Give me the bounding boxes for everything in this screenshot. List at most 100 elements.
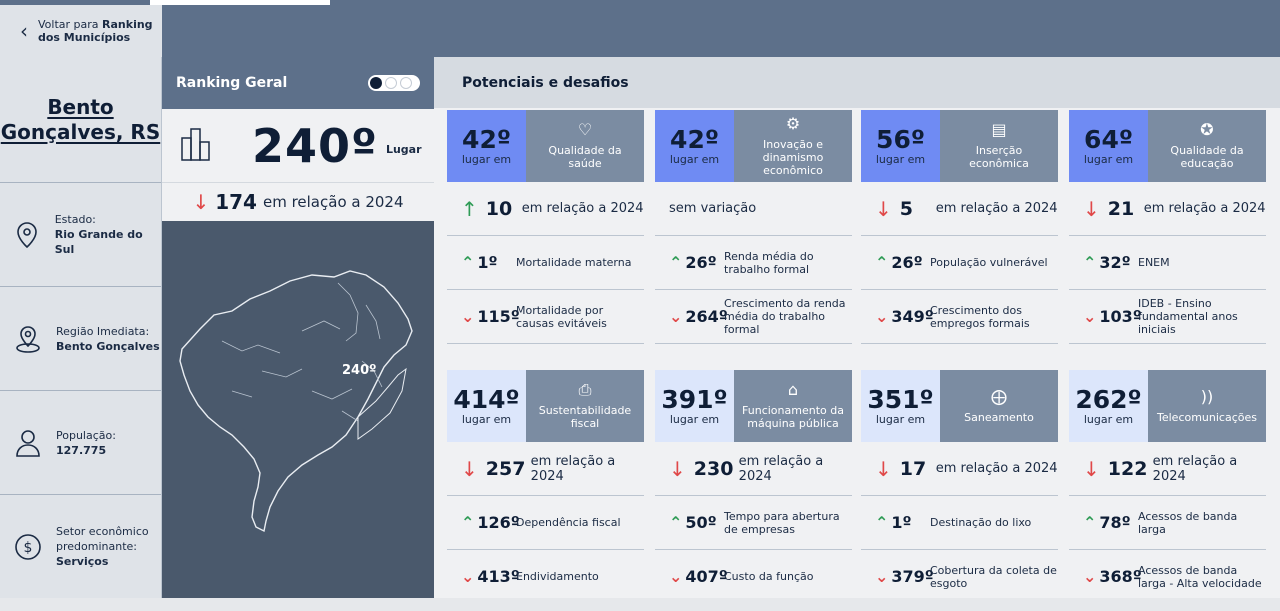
category-card[interactable]: 391º lugar em ⌂ Funcionamento da máquina pú… [655, 370, 852, 604]
chevron-down-icon: ⌄ [875, 567, 889, 586]
bottom-strip [0, 598, 1280, 611]
variation-value: 122 [1107, 457, 1148, 480]
indicator-position: 115º [477, 307, 520, 326]
municipality-sidebar: Bento Gonçalves, RS Estado: Rio Grande do… [0, 57, 162, 599]
category-card[interactable]: 42º lugar em ♡ Qualidade da saúde ↑ 10 em rela… [447, 110, 644, 344]
indicator-label: ENEM [1138, 256, 1170, 269]
indicator-label: Crescimento dos empregos formais [930, 303, 1030, 330]
chevron-down-icon: ⌄ [461, 307, 475, 326]
rank-label: lugar em [669, 412, 720, 426]
arrow-down-icon: ↓ [669, 456, 686, 481]
category-label-box: ⌂ Funcionamento da máquina pública [734, 370, 852, 442]
chevron-up-icon: ⌃ [875, 513, 889, 532]
top-tab-strip [0, 0, 1280, 5]
svg-text:$: $ [24, 540, 33, 556]
variation-text: em relação a 2024 [935, 461, 1058, 476]
sidebar-item-region: Região Imediata: Bento Gonçalves [0, 287, 161, 391]
chevron-up-icon: ⌃ [461, 253, 475, 272]
indicator-position: 126º [477, 513, 520, 532]
indicator-row: ⌃ 50º Tempo para abertura de empresas [655, 496, 852, 550]
category-name: Telecomunicações [1157, 410, 1257, 424]
region-label: Região Imediata: [56, 324, 150, 338]
ranking-position-box: 240º Lugar [162, 109, 434, 183]
rank-value: 56º [876, 124, 925, 154]
indicator-position: 407º [685, 567, 728, 586]
indicator-position: 349º [891, 307, 934, 326]
city-name: Bento Gonçalves, RS [0, 57, 161, 183]
category-card[interactable]: 64º lugar em ✪ Qualidade da educação ↓ 21 em r… [1069, 110, 1266, 344]
rank-value: 414º [453, 384, 520, 414]
indicator-row: ⌄ 379º Cobertura da coleta de esgoto [861, 550, 1058, 604]
variation-row: ↓ 230 em relação a 2024 [655, 442, 852, 496]
indicator-row: ⌄ 103º IDEB - Ensino fundamental anos inic… [1069, 290, 1266, 344]
sidebar-item-population: População: 127.775 [0, 391, 161, 495]
ranking-position: 240º [252, 118, 378, 173]
arrow-down-icon: ↓ [1083, 196, 1100, 221]
region-value: Bento Gonçalves [56, 339, 160, 353]
category-rank: 414º lugar em [447, 370, 526, 442]
arrow-down-icon: ↓ [461, 456, 478, 481]
variation-text: sem variação [669, 201, 757, 216]
indicator-position: 50º [685, 513, 717, 532]
rank-label: lugar em [875, 152, 926, 166]
rank-label: lugar em [1083, 152, 1134, 166]
signal-icon: )) [1200, 386, 1214, 406]
sector-value: Serviços [56, 555, 109, 568]
indicator-label: Dependência fiscal [516, 516, 621, 529]
indicator-label: Tempo para abertura de empresas [724, 509, 840, 536]
back-to-ranking-button[interactable]: ‹ Voltar para Ranking dos Municípios [0, 5, 162, 57]
category-card[interactable]: 262º lugar em)) Telecomunicações ↓ 122 em rel… [1069, 370, 1266, 604]
category-card[interactable]: 56º lugar em ▤ Inserção econômica ↓ 5 em relaç… [861, 110, 1058, 344]
indicator-label: IDEB - Ensino fundamental anos iniciais [1138, 297, 1238, 336]
toggle-dot [385, 77, 397, 89]
indicator-row: ⌃ 1º Destinação do lixo [861, 496, 1058, 550]
document-icon: ⎙ [578, 380, 592, 399]
category-label-box: ♡ Qualidade da saúde [526, 110, 644, 182]
chevron-up-icon: ⌃ [1083, 513, 1097, 532]
population-label: População: [56, 428, 116, 442]
category-rank: 351º lugar em [861, 370, 940, 442]
arrow-down-icon: ↓ [875, 456, 892, 481]
view-toggle[interactable] [368, 75, 420, 91]
category-name: Inovação e dinamismo econômico [762, 137, 824, 177]
category-name: Sustentabilidade fiscal [538, 404, 632, 430]
variation-row: ↑ 10 em relação a 2024 [447, 182, 644, 236]
category-rank: 391º lugar em [655, 370, 734, 442]
dollar-icon: $ [14, 533, 42, 561]
bar-chart-icon [180, 126, 216, 166]
ranking-position-label: Lugar [385, 143, 422, 156]
variation-text: em relação a 2024 [521, 201, 644, 216]
rank-value: 64º [1084, 124, 1133, 154]
category-card[interactable]: 414º lugar em ⎙ Sustentabilidade fiscal ↓ 257… [447, 370, 644, 604]
indicator-label: População vulnerável [930, 256, 1048, 269]
region-pin-icon [14, 325, 42, 353]
location-pin-icon [14, 221, 41, 249]
rank-label: lugar em [461, 412, 512, 426]
category-card[interactable]: 351º lugar em ⨁ Saneamento ↓ 17 em relação a 2… [861, 370, 1058, 604]
health-icon: ♡ [577, 120, 593, 139]
indicator-position: 264º [685, 307, 728, 326]
variation-text: em relação a 2024 [530, 453, 616, 484]
chevron-down-icon: ⌄ [461, 567, 475, 586]
indicator-position: 78º [1099, 513, 1131, 532]
category-name: Saneamento [964, 410, 1034, 424]
indicator-label: Mortalidade materna [516, 256, 632, 269]
panel-title: Potenciais e desafios [462, 74, 629, 91]
person-icon [14, 429, 42, 457]
category-card[interactable]: 42º lugar em ⚙ Inovação e dinamismo econômi… [655, 110, 852, 344]
sidebar-item-sector: $ Setor econômico predominante: Serviços [0, 495, 161, 599]
indicator-label: Mortalidade por causas evitáveis [516, 303, 607, 330]
indicator-position: 32º [1099, 253, 1131, 272]
state-map[interactable]: 240º [162, 221, 434, 598]
variation-row: ↓ 21 em relação a 2024 [1069, 182, 1266, 236]
category-label-box: ⎙ Sustentabilidade fiscal [526, 370, 644, 442]
indicator-position: 26º [685, 253, 717, 272]
indicator-row: ⌃ 26º Renda média do trabalho formal [655, 236, 852, 290]
indicator-position: 368º [1099, 567, 1142, 586]
chevron-left-icon: ‹ [20, 19, 28, 43]
innovation-icon: ⚙ [785, 113, 801, 133]
rank-label: lugar em [669, 152, 720, 166]
category-label-box: )) Telecomunicações [1148, 370, 1266, 442]
indicator-position: 413º [477, 567, 520, 586]
indicator-row: ⌃ 32º ENEM [1069, 236, 1266, 290]
